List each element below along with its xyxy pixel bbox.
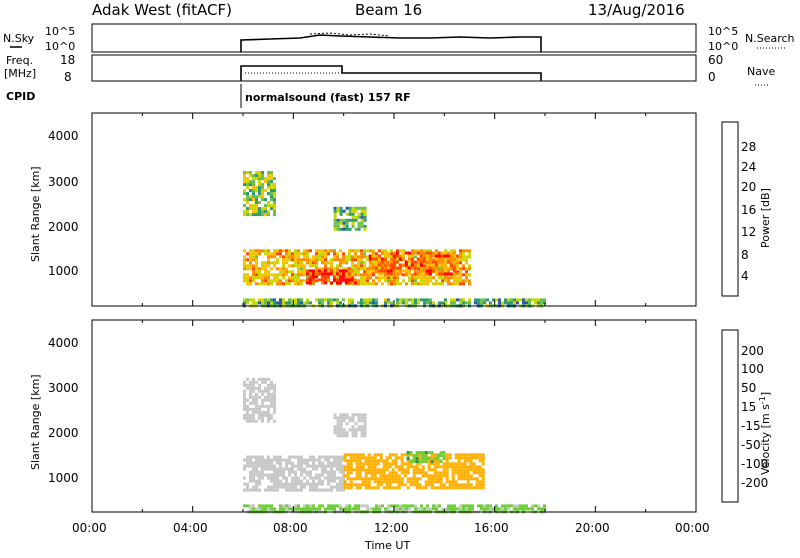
velocity-cb-tick-m200: -200: [741, 476, 768, 490]
power-cb-label: Power [dB]: [759, 188, 772, 248]
station-title: Adak West (fitACF): [92, 1, 232, 19]
power-cb-tick-12: 12: [741, 225, 756, 239]
xtick-0: 00:00: [72, 521, 107, 535]
power-cb-tick-8: 8: [741, 248, 749, 262]
power-ytick-3000: 3000: [48, 175, 79, 189]
power-echo-region: [368, 251, 459, 276]
freq-trace: [240, 65, 542, 81]
power-y-ticks: 4000 3000 2000 1000: [48, 129, 79, 278]
velocity-ylabel: Slant Range [km]: [29, 374, 42, 470]
nsky-right-tick-bottom: 10^0: [708, 40, 738, 53]
nave-label: Nave: [747, 65, 775, 78]
power-cb-tick-4: 4: [741, 269, 749, 283]
freq-label-1: Freq.: [6, 54, 33, 67]
date-title: 13/Aug/2016: [588, 1, 685, 19]
power-ytick-4000: 4000: [48, 129, 79, 143]
power-cb-tick-20: 20: [741, 180, 756, 194]
power-ytick-1000: 1000: [48, 264, 79, 278]
nsky-trace: [240, 34, 542, 52]
power-cb-tick-24: 24: [741, 160, 756, 174]
velocity-ytick-3000: 3000: [48, 381, 79, 395]
velocity-cb-tick-m100: -100: [741, 457, 768, 471]
freq-tick-bottom: 8: [64, 70, 72, 84]
xtick-5: 20:00: [575, 521, 610, 535]
xtick-3: 12:00: [374, 521, 409, 535]
xtick-6: 00:00: [675, 521, 710, 535]
time-axis: 00:00 04:00 08:00 12:00 16:00 20:00 00:0…: [72, 521, 710, 552]
nsky-panel: N.Sky 10^5 10^0 10^5 10^0 N.Search: [3, 23, 795, 53]
power-ytick-2000: 2000: [48, 220, 79, 234]
velocity-cb-tick-m50: -50: [741, 438, 761, 452]
velocity-cb-tick-50: 50: [741, 381, 756, 395]
xtick-4: 16:00: [474, 521, 509, 535]
velocity-cb-tick-200: 200: [741, 344, 764, 358]
power-cb-tick-28: 28: [741, 140, 756, 154]
velocity-echo-region: [243, 377, 276, 423]
velocity-echo-region: [406, 451, 446, 464]
beam-title: Beam 16: [355, 1, 422, 19]
freq-label-2: [MHz]: [4, 67, 36, 80]
xtick-2: 08:00: [273, 521, 308, 535]
velocity-panel: 4000 3000 2000 1000 Slant Range [km]: [29, 319, 697, 514]
power-echo-region: [305, 269, 357, 285]
power-echo-region: [333, 206, 367, 231]
freq-tick-top: 18: [60, 53, 75, 67]
velocity-echo-region: [333, 413, 367, 438]
nave-tick-bottom: 0: [708, 70, 716, 84]
xtick-1: 04:00: [173, 521, 208, 535]
velocity-cb-label: Velocity [m s-1]: [758, 392, 772, 475]
velocity-cb-tick-m15: -15: [741, 419, 761, 433]
nsky-tick-bottom: 10^0: [45, 40, 75, 53]
freq-panel: Freq. [MHz] 18 8 60 0 Nave: [4, 53, 775, 86]
cpid-label: CPID: [6, 90, 35, 103]
nsky-tick-top: 10^5: [45, 25, 75, 38]
velocity-cb-tick-15: 15: [741, 400, 756, 414]
power-echo-region: [243, 171, 276, 217]
power-cb-tick-16: 16: [741, 203, 756, 217]
nsky-label: N.Sky: [3, 32, 35, 45]
velocity-echo-layer: [243, 377, 546, 514]
power-colorbar: 28 24 20 16 12 8 4 Power [dB]: [721, 121, 772, 297]
nave-tick-top: 60: [708, 53, 723, 67]
velocity-colorbar: 200 100 50 15 -15 -50 -100 -200 Velocity…: [721, 329, 772, 503]
velocity-ytick-1000: 1000: [48, 471, 79, 485]
nsearch-label: N.Search: [745, 32, 795, 45]
power-echo-layer: [243, 171, 546, 308]
power-ylabel: Slant Range [km]: [29, 166, 42, 262]
power-panel: 4000 3000 2000 1000 Slant Range [km]: [29, 112, 697, 308]
velocity-y-ticks: 4000 3000 2000 1000: [48, 336, 79, 485]
nsky-right-tick-top: 10^5: [708, 25, 738, 38]
cpid-text: normalsound (fast) 157 RF: [245, 91, 411, 104]
velocity-ytick-2000: 2000: [48, 426, 79, 440]
velocity-cb-tick-100: 100: [741, 362, 764, 376]
velocity-ytick-4000: 4000: [48, 336, 79, 350]
xlabel: Time UT: [364, 539, 410, 552]
velocity-echo-region: [243, 455, 345, 492]
